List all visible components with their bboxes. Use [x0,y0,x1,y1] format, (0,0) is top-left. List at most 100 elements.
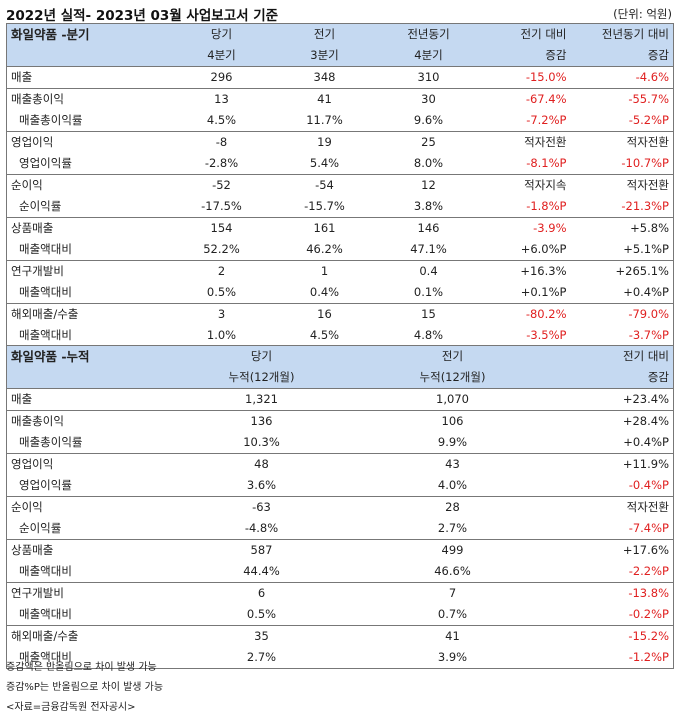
row-label: 매출총이익률 [19,435,83,449]
table-cell: 48 [254,457,269,471]
table-cell: 0.4 [419,264,438,278]
table-cell: 7 [448,586,457,600]
quarterly-table: 화일약품 -분기 당기 전기 전년동기 전기 대비 전년동기 대비 4분기 3분… [6,23,674,347]
table-row: 연구개발비 6 7 -13.8% [7,583,674,605]
table-row: 매출총이익 136 106 +28.4% [7,411,674,433]
table-cell: -2.8% [204,156,239,170]
table-cell: +5.8% [630,221,669,235]
table-cell: 154 [210,221,233,235]
table-row: 영업이익 48 43 +11.9% [7,454,674,476]
table-cell: +11.9% [622,457,669,471]
table-cell: -4.8% [244,521,279,535]
column-subheader-year-ago-quarter: 4분기 [376,45,481,67]
column-header-current-cumulative: 당기 [170,345,353,367]
table-cell: 4.0% [437,478,468,492]
cumulative-table-header: 화일약품 -누적 당기 전기 전기 대비 누적(12개월) 누적(12개월) 증… [6,345,674,389]
table-cell: 0.7% [437,607,468,621]
table-cell: 106 [441,414,464,428]
column-header-current-quarter: 당기 [170,23,273,45]
table-cell: -15.2% [628,629,669,643]
table-cell: 11.7% [306,113,343,127]
table-cell: +23.4% [622,392,669,406]
column-subheader-qoq-change: 증감 [480,45,571,67]
table-cell: 16 [317,307,332,321]
row-label: 영업이익률 [19,156,72,170]
row-label: 매출 [11,392,33,406]
table-cell: 12 [421,178,436,192]
table-cell: -0.4%P [628,478,669,492]
table-cell: 41 [317,92,332,106]
table-cell: 0.5% [246,607,277,621]
row-label: 상품매출 [11,221,54,235]
table-cell: +0.1%P [520,285,567,299]
table-row: 매출액대비 44.4% 46.6% -2.2%P [7,561,674,583]
row-label: 매출액대비 [19,242,72,256]
table-cell: 적자전환 [626,135,669,149]
row-group: 영업이익 48 43 +11.9% 영업이익률 3.6% 4.0% -0.4%P [6,453,674,497]
row-group: 영업이익 -8 19 25 적자전환 적자전환 영업이익률 -2.8% 5.4% 8.0% -8.1… [6,131,674,175]
report-title: 2022년 실적- 2023년 03월 사업보고서 기준 [6,8,279,24]
table-row: 매출 1,321 1,070 +23.4% [7,389,674,411]
row-group: 연구개발비 6 7 -13.8% 매출액대비 0.5% 0.7% -0.2%P [6,582,674,626]
table-cell: 296 [210,70,233,84]
table-cell: 0.4% [309,285,340,299]
row-group: 상품매출 587 499 +17.6% 매출액대비 44.4% 46.6% -2.2%P [6,539,674,583]
table-cell: 146 [417,221,440,235]
footnote-rounding-percent-point: 증감%P는 반올림으로 차이 발생 가능 [6,682,164,693]
table-cell: 0.5% [206,285,237,299]
unit-label: (단위: 억원) [613,7,672,21]
row-label: 영업이익 [11,135,54,149]
table-cell: 8.0% [413,156,444,170]
row-group: 해외매출/수출 35 41 -15.2% 매출액대비 2.7% 3.9% -1.2%P [6,625,674,669]
table-cell: -4.6% [635,70,669,84]
column-header-qoq-change: 전기 대비 [480,23,571,45]
table-cell: 46.6% [434,564,471,578]
row-label: 매출액대비 [19,650,72,664]
table-cell: +5.1%P [623,242,669,256]
table-cell: -7.4%P [628,521,669,535]
table-cell: 5.4% [309,156,340,170]
table-cell: -10.7%P [621,156,669,170]
column-header-prev-cumulative: 전기 [352,345,553,367]
table-cell: +28.4% [622,414,669,428]
table-cell: 1,070 [436,392,469,406]
table-cell: -3.7%P [628,328,669,342]
row-group: 해외매출/수출 3 16 15 -80.2% -79.0% 매출액대비 1.0% 4.5% 4.8… [6,303,674,347]
footnote-rounding-amount: 증감액은 반올림으로 차이 발생 가능 [6,662,157,673]
table-cell: 25 [421,135,436,149]
table-cell: -52 [212,178,231,192]
table-cell: 9.9% [437,435,468,449]
table-cell: 1,321 [245,392,278,406]
table-cell: 적자전환 [626,178,669,192]
row-group: 상품매출 154 161 146 -3.9% +5.8% 매출액대비 52.2% 46.2% 47… [6,217,674,261]
column-header-cumulative-change: 전기 대비 [552,345,674,367]
row-group: 매출총이익 13 41 30 -67.4% -55.7% 매출총이익률 4.5% 11.7% 9.… [6,88,674,132]
row-label: 영업이익 [11,457,54,471]
table-cell: 30 [421,92,436,106]
row-label: 매출액대비 [19,328,72,342]
column-subheader-yoy-change: 증감 [570,45,674,67]
row-label: 매출액대비 [19,564,72,578]
table-cell: 310 [417,70,440,84]
table-cell: 1.0% [206,328,237,342]
row-label: 해외매출/수출 [11,629,79,643]
row-label: 매출총이익률 [19,113,83,127]
table-cell: 161 [313,221,336,235]
table-cell: 52.2% [203,242,240,256]
row-group: 매출총이익 136 106 +28.4% 매출총이익률 10.3% 9.9% +0.4%P [6,410,674,454]
table-row: 순이익률 -17.5% -15.7% 3.8% -1.8%P -21.3%P [7,196,674,218]
table-cell: 19 [317,135,332,149]
table-cell: 4.5% [206,113,237,127]
row-label: 해외매출/수출 [11,307,79,321]
table-cell: 44.4% [243,564,280,578]
table-cell: 136 [250,414,273,428]
row-label: 상품매출 [11,543,54,557]
table-row: 매출총이익 13 41 30 -67.4% -55.7% [7,89,674,111]
row-label: 매출 [11,70,33,84]
table-cell: 46.2% [306,242,343,256]
table-row: 상품매출 587 499 +17.6% [7,540,674,562]
table-row: 매출총이익률 10.3% 9.9% +0.4%P [7,432,674,454]
table-cell: -15.0% [525,70,567,84]
table-cell: 15 [421,307,436,321]
table-cell: -54 [315,178,334,192]
